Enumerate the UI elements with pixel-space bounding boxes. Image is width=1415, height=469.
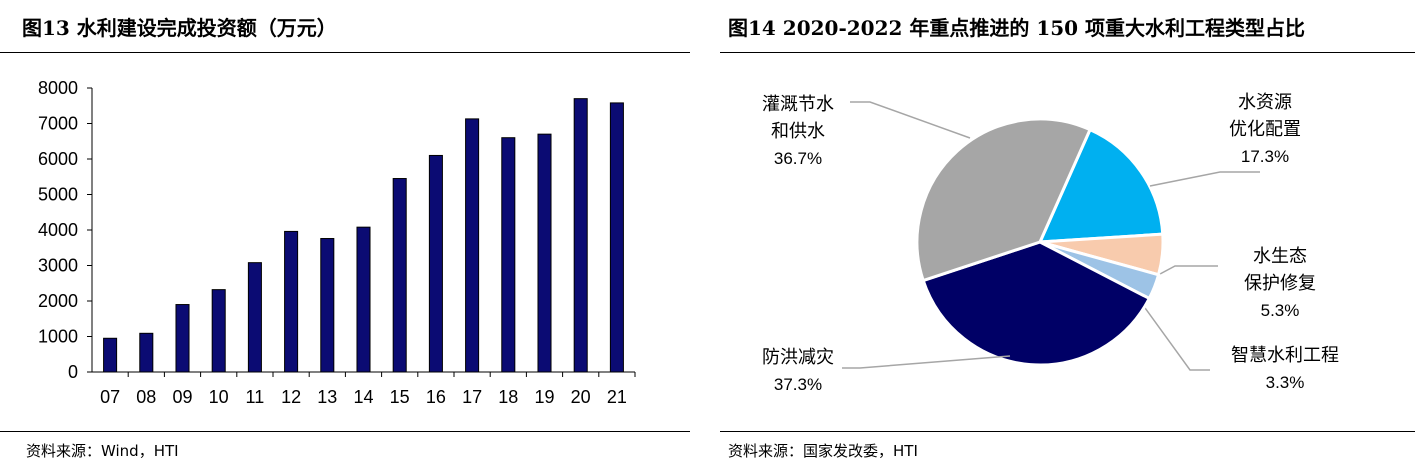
x-tick-label: 13 bbox=[317, 387, 337, 407]
y-tick-label: 7000 bbox=[38, 114, 78, 134]
slice-name: 防洪减灾 bbox=[762, 347, 834, 368]
source-rule bbox=[0, 431, 690, 432]
slice-name: 优化配置 bbox=[1229, 119, 1301, 140]
x-tick-label: 07 bbox=[100, 387, 120, 407]
bar bbox=[175, 304, 190, 373]
slice-name: 和供水 bbox=[771, 121, 825, 142]
pie-slice bbox=[921, 240, 1152, 367]
title-rule bbox=[0, 52, 690, 53]
slice-percent: 17.3% bbox=[1241, 147, 1289, 166]
bar bbox=[284, 230, 299, 373]
bar-chart: 0 1000 2000 3000 4000 5000 6000 7000 8000 07 08 09 1… bbox=[38, 78, 636, 407]
y-tick-label: 3000 bbox=[38, 256, 78, 276]
x-tick-label: 17 bbox=[462, 387, 482, 407]
source-note: 资料来源：Wind，HTI bbox=[26, 442, 179, 460]
x-tick-label: 19 bbox=[534, 387, 554, 407]
bar bbox=[247, 262, 262, 373]
y-tick-label: 4000 bbox=[38, 220, 78, 240]
chart-title: 图13 水利建设完成投资额（万元） bbox=[22, 16, 337, 40]
x-tick-label: 20 bbox=[571, 387, 591, 407]
bar bbox=[501, 137, 516, 373]
bar bbox=[392, 178, 407, 373]
slice-name: 水生态 bbox=[1253, 246, 1307, 267]
x-tick-label: 08 bbox=[136, 387, 156, 407]
slice-name: 智慧水利工程 bbox=[1231, 345, 1339, 366]
bar bbox=[573, 98, 588, 373]
bar bbox=[139, 332, 154, 373]
project-type-chart-panel: 图14 2020-2022 年重点推进的 150 项重大水利工程类型占比 水资源… bbox=[720, 0, 1415, 469]
x-tick-label: 16 bbox=[426, 387, 446, 407]
source-rule bbox=[720, 431, 1415, 432]
leader-line bbox=[850, 101, 971, 139]
bar bbox=[537, 133, 552, 373]
x-tick-label: 15 bbox=[390, 387, 410, 407]
chart-title: 图14 2020-2022 年重点推进的 150 项重大水利工程类型占比 bbox=[728, 16, 1306, 40]
x-tick-label: 14 bbox=[353, 387, 373, 407]
pie-slice bbox=[915, 117, 1093, 283]
y-tick-label: 5000 bbox=[38, 185, 78, 205]
y-tick-label: 2000 bbox=[38, 291, 78, 311]
slice-percent: 37.3% bbox=[774, 375, 822, 394]
y-tick-label: 8000 bbox=[38, 78, 78, 98]
title-rule bbox=[720, 52, 1415, 53]
bar bbox=[609, 102, 624, 373]
bar bbox=[211, 289, 226, 373]
source-note: 资料来源：国家发改委，HTI bbox=[728, 442, 918, 460]
bar bbox=[356, 226, 371, 373]
bar bbox=[465, 118, 480, 373]
slice-name: 灌溉节水 bbox=[762, 94, 834, 115]
x-tick-label: 10 bbox=[209, 387, 229, 407]
x-tick-label: 12 bbox=[281, 387, 301, 407]
slice-name: 水资源 bbox=[1238, 92, 1292, 113]
x-tick-label: 11 bbox=[246, 387, 265, 407]
leader-line bbox=[1149, 171, 1260, 187]
bar bbox=[428, 154, 443, 373]
slice-name: 保护修复 bbox=[1244, 273, 1316, 294]
x-tick-label: 09 bbox=[172, 387, 192, 407]
pie-slice bbox=[1037, 127, 1165, 244]
y-tick-label: 6000 bbox=[38, 149, 78, 169]
investment-chart-panel: 图13 水利建设完成投资额（万元） 0 1000 2000 3000 4000 5000 6… bbox=[0, 0, 690, 469]
bar bbox=[320, 238, 335, 373]
y-tick-label: 0 bbox=[68, 362, 78, 382]
slice-percent: 5.3% bbox=[1261, 301, 1300, 320]
bar bbox=[103, 337, 118, 373]
x-tick-label: 18 bbox=[498, 387, 518, 407]
slice-label: 智慧水利工程 3.3% bbox=[1231, 345, 1339, 392]
leader-line bbox=[1139, 300, 1210, 371]
leader-line bbox=[842, 355, 1011, 369]
leader-line bbox=[1159, 265, 1218, 275]
slice-label: 防洪减灾 37.3% bbox=[762, 347, 834, 394]
slice-percent: 3.3% bbox=[1266, 373, 1305, 392]
x-tick-label: 21 bbox=[607, 387, 627, 407]
y-tick-label: 1000 bbox=[38, 327, 78, 347]
slice-percent: 36.7% bbox=[774, 149, 822, 168]
